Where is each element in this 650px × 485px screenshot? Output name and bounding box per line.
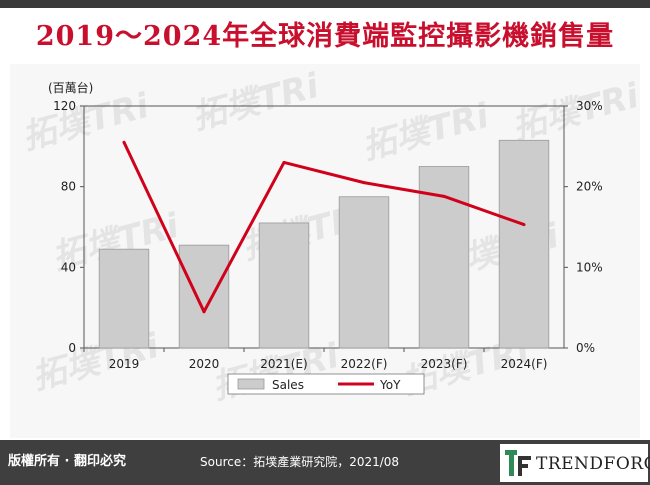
source-note: Source：拓墣產業研究院，2021/08	[200, 455, 400, 469]
yoy-point	[442, 194, 446, 198]
sales-bar	[98, 248, 150, 349]
x-tick-label: 2024(F)	[501, 357, 548, 371]
x-tick-label: 2023(F)	[421, 357, 468, 371]
sales-bar	[338, 196, 390, 349]
sales-bar	[258, 222, 310, 349]
trendforce-logo-text: TRENDFORCE	[536, 454, 650, 474]
sales-bar	[498, 139, 550, 349]
y-left-tick-label: 40	[61, 260, 76, 274]
sales-bar	[178, 244, 230, 349]
yoy-point	[282, 160, 286, 164]
x-tick-label: 2020	[189, 357, 220, 371]
combo-chart: 0 40 80 120 0% 10% 20% 30% (百萬台) 2019 2020 2021(E) 2…	[48, 80, 603, 395]
y-right-tick-label: 30%	[576, 99, 603, 113]
chart-title: 2019～2024年全球消費端監控攝影機銷售量	[35, 21, 615, 52]
legend-label-sales: Sales	[272, 378, 304, 392]
x-tick-label: 2021(E)	[260, 357, 307, 371]
y-left-tick-label: 0	[68, 341, 76, 355]
legend-label-yoy: YoY	[379, 378, 401, 392]
legend-box	[227, 373, 425, 395]
logo-background	[500, 444, 648, 482]
y-right-tick-label: 20%	[576, 180, 603, 194]
y-right-tick-label: 0%	[576, 341, 595, 355]
y-left-tick-label: 120	[53, 99, 76, 113]
legend-swatch-sales	[237, 378, 265, 390]
copyright-notice: 版權所有 · 翻印必究	[8, 454, 126, 469]
yoy-point	[522, 223, 526, 227]
yoy-point	[202, 310, 206, 314]
trendforce-logo-icon	[505, 450, 531, 476]
y-right-tick-label: 10%	[576, 260, 603, 274]
yoy-line	[122, 141, 525, 314]
x-tick-label: 2022(F)	[341, 357, 388, 371]
y-left-unit-label: (百萬台)	[48, 80, 93, 95]
y-left-tick-label: 80	[61, 180, 76, 194]
top-border	[0, 0, 650, 8]
yoy-point	[122, 140, 126, 144]
x-tick-label: 2019	[109, 357, 140, 371]
plot-frame	[83, 105, 565, 349]
yoy-point	[362, 181, 366, 185]
